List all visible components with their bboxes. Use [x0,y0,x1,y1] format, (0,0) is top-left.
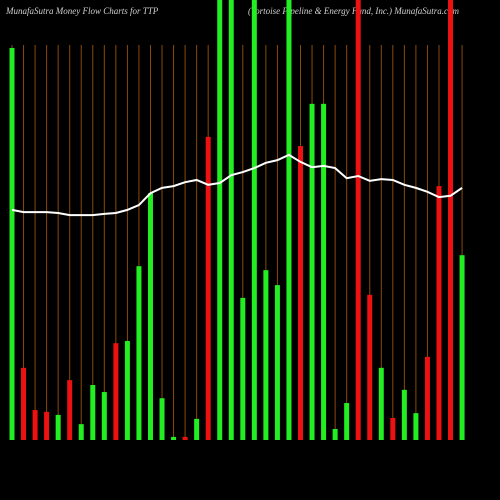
price-line [11,153,463,217]
bar [298,146,303,440]
chart-subtitle: (Tortoise Pipeline & Energy Fund, Inc.) … [248,6,460,16]
bar [448,0,454,440]
bar [182,436,188,440]
bar [344,403,350,440]
chart-title: MunafaSutra Money Flow Charts for TTP [5,6,159,16]
bar [21,367,27,440]
bar [355,0,361,440]
bar [228,0,234,440]
bar [263,270,269,440]
bar [332,429,338,440]
bar [413,413,419,440]
bar [390,418,396,440]
bar [205,136,211,440]
bar [459,255,465,440]
bar [78,424,84,440]
bar [309,103,315,440]
bar [113,343,119,440]
bar [90,385,96,440]
bar [240,297,246,440]
bar [159,398,165,440]
bar [67,380,73,440]
bar [194,418,200,440]
bar [136,266,142,440]
bar [147,193,153,440]
bar [55,414,61,440]
bar [44,411,50,440]
bar [378,367,384,440]
bar [274,285,280,440]
bar [251,0,257,440]
bar [424,356,430,440]
bar [32,410,38,440]
bar [217,0,223,440]
bar [321,103,327,440]
bar [101,392,107,440]
bar [401,389,407,440]
bar [171,436,177,440]
bar [124,341,130,440]
bar [367,294,373,440]
bar [286,0,292,440]
bar [436,186,442,440]
bar [9,47,15,441]
